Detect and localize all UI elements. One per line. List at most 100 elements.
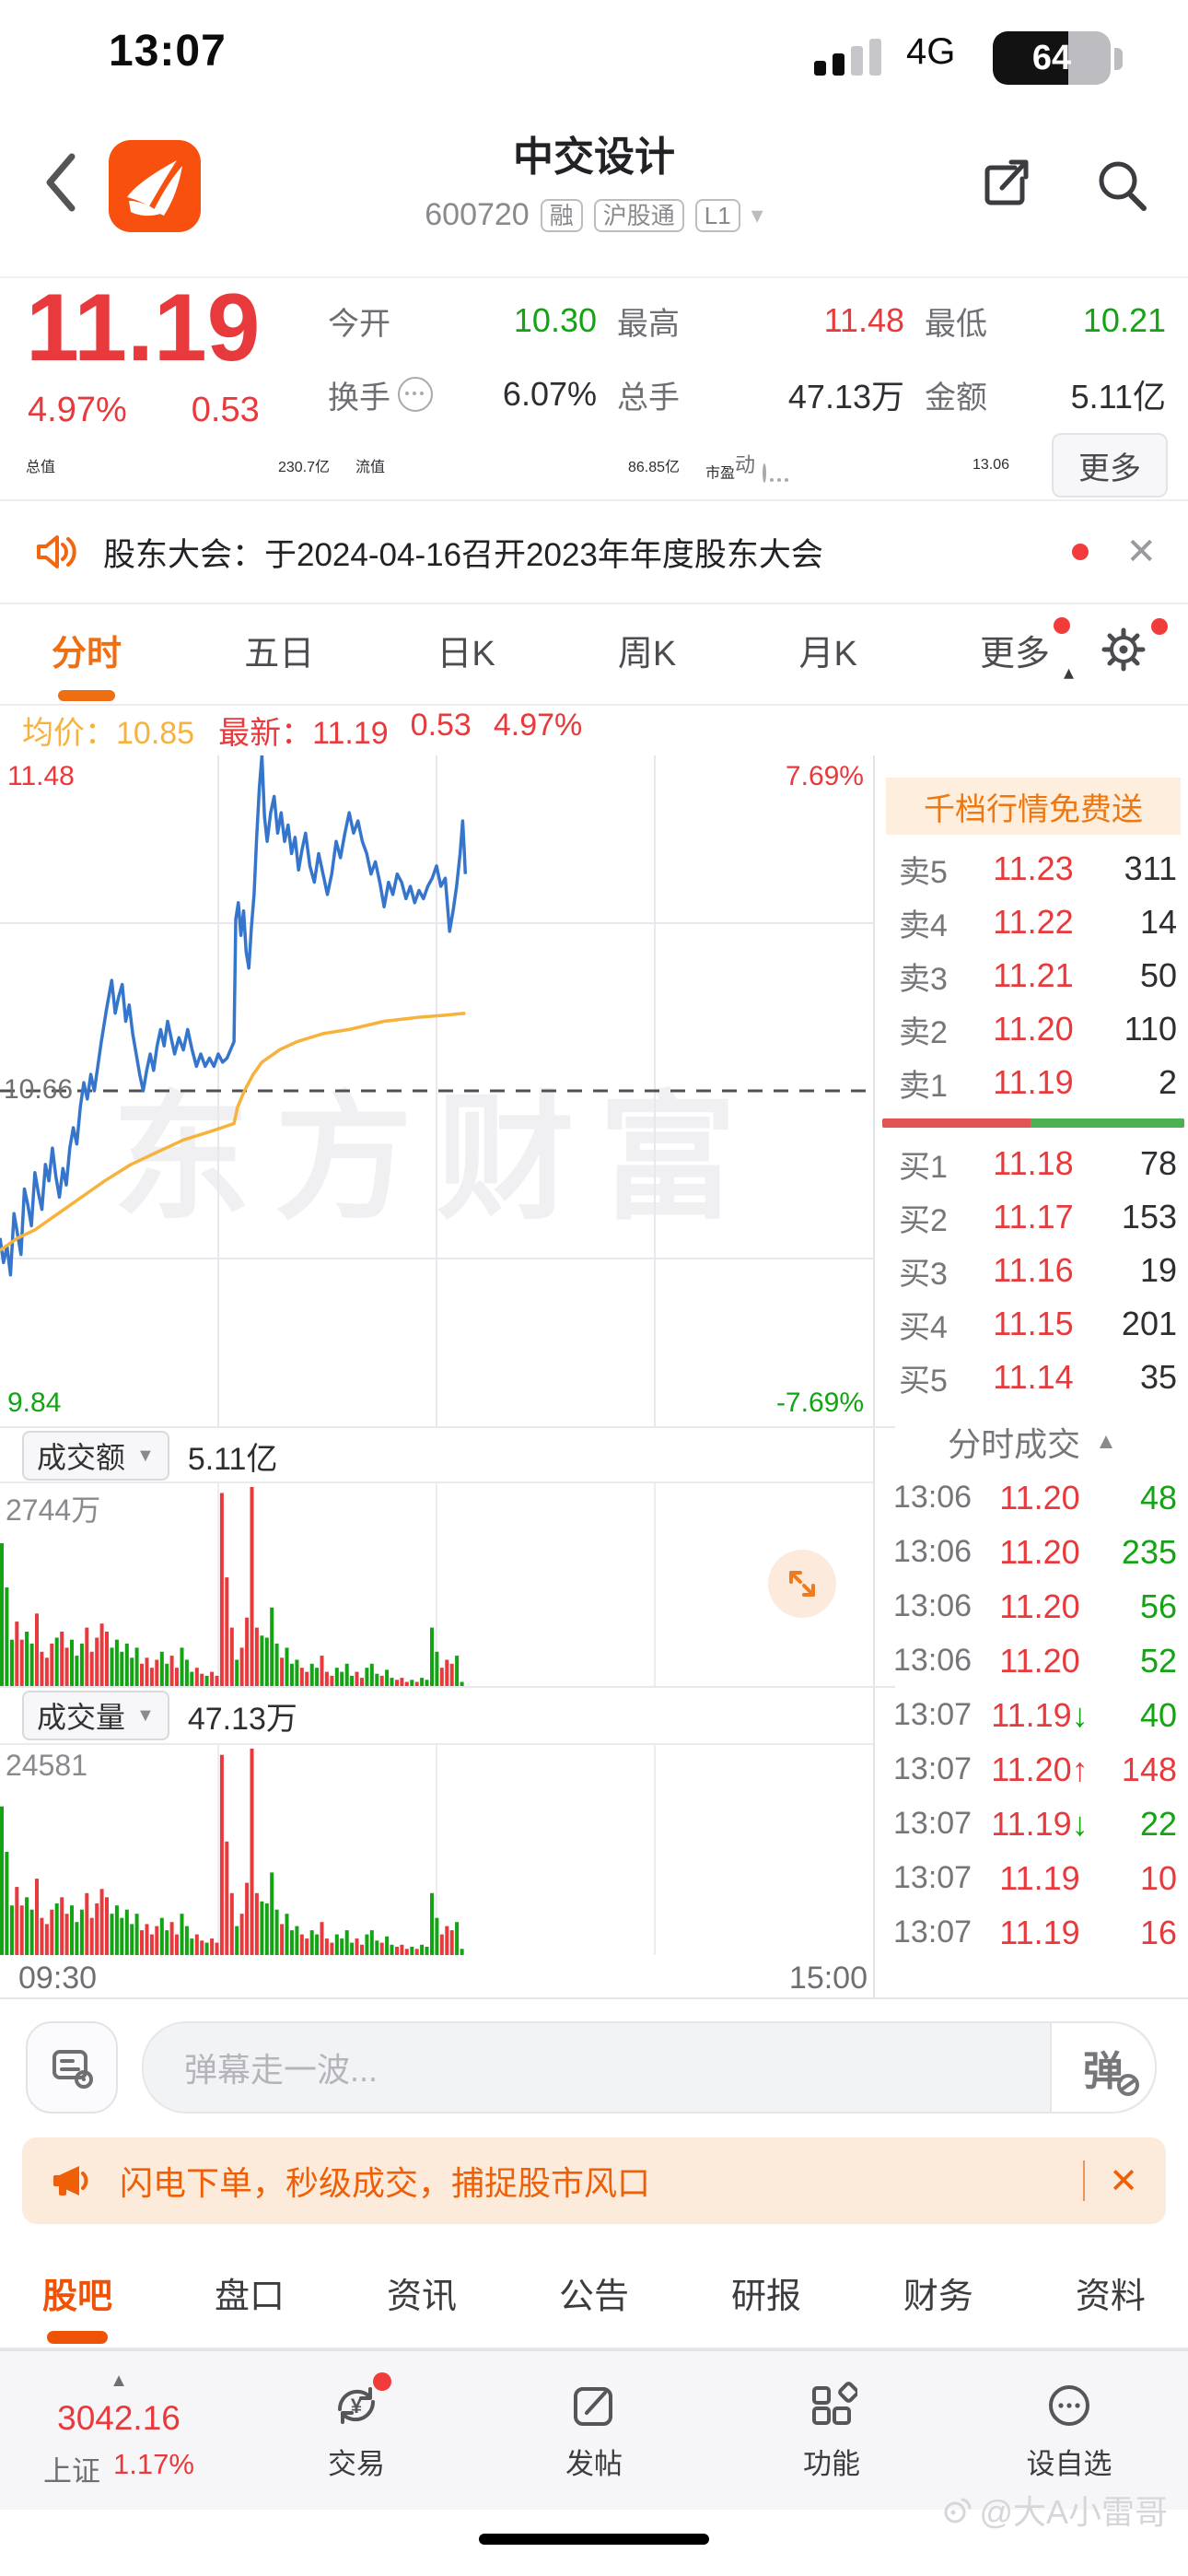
danmaku-toggle[interactable]: 弹 (1050, 2023, 1155, 2112)
announcement-text: 股东大会：于2024-04-16召开2023年年度股东大会 (103, 536, 823, 573)
content-tab-公告[interactable]: 公告 (558, 2277, 629, 2316)
megaphone-icon (53, 2166, 88, 2195)
status-time: 13:07 (109, 27, 227, 76)
network-type: 4G (906, 31, 956, 72)
volume-selector[interactable]: 成交量 ▼ (22, 1691, 169, 1740)
depth-bar (882, 1118, 1184, 1128)
amount-value: 5.11亿 (187, 1441, 278, 1477)
amount-selector[interactable]: 成交额 ▼ (22, 1431, 169, 1481)
stat-cell: 流值 86.85亿 (355, 460, 680, 475)
order-book-row[interactable]: 卖5 11.23 311 (899, 849, 1177, 890)
code-dropdown-caret[interactable]: ▾ (751, 201, 763, 228)
battery-nub (1114, 48, 1123, 70)
danmaku-toggle-label: 弹 (1083, 2049, 1124, 2094)
axis-end: 15:00 (788, 1961, 868, 1996)
volume-value: 47.13万 (187, 1701, 297, 1737)
order-book-row[interactable]: 卖3 11.21 50 (899, 956, 1177, 997)
back-icon[interactable] (44, 153, 77, 212)
volume-chart[interactable]: 24581 (0, 1743, 873, 1955)
nav-post[interactable]: 发帖 (475, 2351, 713, 2510)
tick-trade-row: 13:07 11.19 16 (893, 1913, 1177, 1951)
avg-value: 10.85 (116, 715, 195, 751)
caret-down-icon: ▼ (136, 1445, 155, 1466)
order-book-row[interactable]: 卖1 11.19 2 (899, 1063, 1177, 1104)
trade-red-dot (373, 2371, 391, 2391)
axis-start: 09:30 (18, 1961, 98, 1996)
share-icon[interactable] (978, 157, 1033, 212)
tab-caret-icon: ▴ (1063, 660, 1074, 684)
order-book-row[interactable]: 买4 11.15 201 (899, 1305, 1177, 1345)
content-tab-股吧[interactable]: 股吧 (42, 2267, 112, 2344)
order-book-row[interactable]: 买3 11.16 19 (899, 1251, 1177, 1292)
ellipsis-circle-icon (1043, 2380, 1095, 2431)
stat-cell: 总手 47.13万 (617, 378, 904, 416)
flash-order-text: 闪电下单，秒级成交，捕捉股市风口 (120, 2164, 651, 2202)
header: 中交设计 600720 融 沪股通 L1 ▾ (0, 92, 1188, 278)
expand-icon[interactable] (768, 1550, 836, 1618)
home-indicator (479, 2534, 709, 2545)
content-tab-财务[interactable]: 财务 (903, 2277, 973, 2316)
announcement-bar[interactable]: 股东大会：于2024-04-16召开2023年年度股东大会 ✕ (0, 499, 1188, 604)
search-icon[interactable] (1094, 157, 1149, 212)
intraday-chart[interactable]: 东方财富 11.48 7.69% 10.66 9.84 -7.69% (0, 755, 873, 1426)
content-tab-资料[interactable]: 资料 (1075, 2277, 1146, 2316)
chart-tab-周K[interactable]: 周K (617, 634, 677, 673)
nav-watchlist[interactable]: 设自选 (950, 2351, 1188, 2510)
announcement-close-icon[interactable]: ✕ (1125, 532, 1157, 572)
tab-red-dot (1053, 616, 1070, 634)
content-tab-盘口[interactable]: 盘口 (214, 2277, 285, 2316)
volume-selector-label: 成交量 (37, 1701, 126, 1734)
nav-index-item[interactable]: ▲ 3042.16 上证 1.17% (0, 2351, 238, 2510)
compose-icon (568, 2380, 620, 2431)
gear-red-dot (1151, 618, 1168, 635)
chart-tab-五日[interactable]: 五日 (244, 634, 315, 673)
quote-panel: 11.19 4.97% 0.53 今开 10.30 最高 11.48 最低 10.21 换手… (0, 275, 1188, 499)
chart-tab-分时[interactable]: 分时 (52, 625, 122, 701)
latest-value: 11.19 (312, 715, 389, 751)
level2-promo-banner[interactable]: 千档行情免费送 (886, 778, 1181, 835)
slash-circle-icon (1117, 2074, 1139, 2096)
trade-yen-icon: ¥ (331, 2371, 391, 2431)
badge-l1: L1 (694, 198, 740, 232)
danmaku-input[interactable]: 弹幕走一波... 弹 (142, 2021, 1157, 2113)
content-tab-研报[interactable]: 研报 (730, 2277, 801, 2316)
latest-label: 最新： (218, 715, 313, 751)
chart-high-label: 11.48 (7, 761, 75, 791)
chart-prevclose-label: 10.66 (4, 1074, 74, 1105)
order-book-row[interactable]: 卖4 11.22 14 (899, 903, 1177, 943)
chart-tab-更多[interactable]: 更多 ▴ (980, 616, 1074, 684)
change-abs: 0.53 (191, 391, 260, 429)
info-circle-icon[interactable] (398, 377, 433, 412)
speaker-icon (37, 535, 76, 568)
chart-tab-日K[interactable]: 日K (437, 634, 495, 673)
divider (0, 1997, 1188, 1999)
nav-trade[interactable]: ¥ 交易 (238, 2351, 475, 2510)
amount-chart[interactable]: 2744万 (0, 1481, 873, 1688)
info-circle-icon[interactable] (763, 463, 767, 484)
comments-list-button[interactable] (26, 2021, 118, 2113)
flash-order-banner[interactable]: 闪电下单，秒级成交，捕捉股市风口 ✕ (22, 2137, 1166, 2224)
chart-settings-gear-icon[interactable] (1100, 618, 1168, 679)
order-book-row[interactable]: 买1 11.18 78 (899, 1144, 1177, 1185)
tick-trades-header[interactable]: 分时成交 ▲ (875, 1413, 1188, 1470)
banner-close-icon[interactable]: ✕ (1109, 2161, 1138, 2201)
badge-margin: 融 (540, 198, 583, 232)
order-book-panel: 千档行情免费送 卖5 11.23 311 卖4 11.22 14 卖3 11.21 50 卖2 11… (873, 755, 1188, 1997)
bottom-nav: ▲ 3042.16 上证 1.17% ¥ 交易 (0, 2349, 1188, 2510)
announcement-dot (1072, 544, 1089, 560)
order-book-row[interactable]: 买2 11.17 153 (899, 1198, 1177, 1238)
content-tab-资讯[interactable]: 资讯 (386, 2277, 457, 2316)
stat-cell: 市盈动 13.06 (705, 452, 1009, 484)
chart-tab-月K[interactable]: 月K (798, 634, 857, 673)
volume-max-label: 24581 (6, 1749, 87, 1782)
tick-trade-row: 13:07 11.19 10 (893, 1858, 1177, 1897)
last-price: 11.19 (26, 275, 261, 381)
comment-bar: 弹幕走一波... 弹 (0, 2001, 1188, 2134)
app-logo-icon (109, 140, 201, 232)
tick-trade-row: 13:06 11.20 235 (893, 1532, 1177, 1571)
nav-functions[interactable]: 功能 (713, 2351, 950, 2510)
order-book-row[interactable]: 卖2 11.20 110 (899, 1010, 1177, 1050)
order-book-row[interactable]: 买5 11.14 35 (899, 1358, 1177, 1399)
index-up-triangle: ▲ (110, 2371, 128, 2392)
more-stats-button[interactable]: 更多 (1052, 433, 1168, 498)
